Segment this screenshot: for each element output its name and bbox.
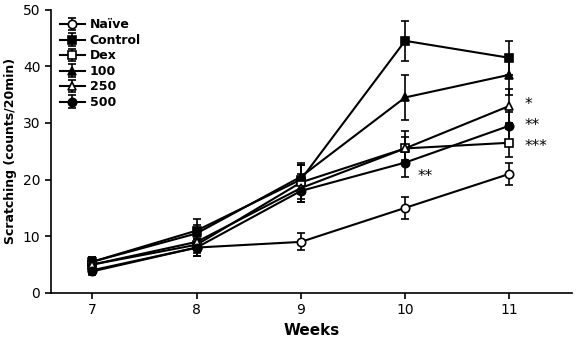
Text: *: * [525, 97, 533, 112]
Text: ***: *** [525, 139, 548, 154]
Text: **: ** [418, 169, 433, 184]
Text: **: ** [525, 118, 540, 133]
Legend: Naïve, Control, Dex, 100, 250, 500: Naïve, Control, Dex, 100, 250, 500 [57, 16, 143, 111]
Y-axis label: Scratching (counts/20min): Scratching (counts/20min) [4, 58, 17, 244]
X-axis label: Weeks: Weeks [283, 323, 339, 338]
